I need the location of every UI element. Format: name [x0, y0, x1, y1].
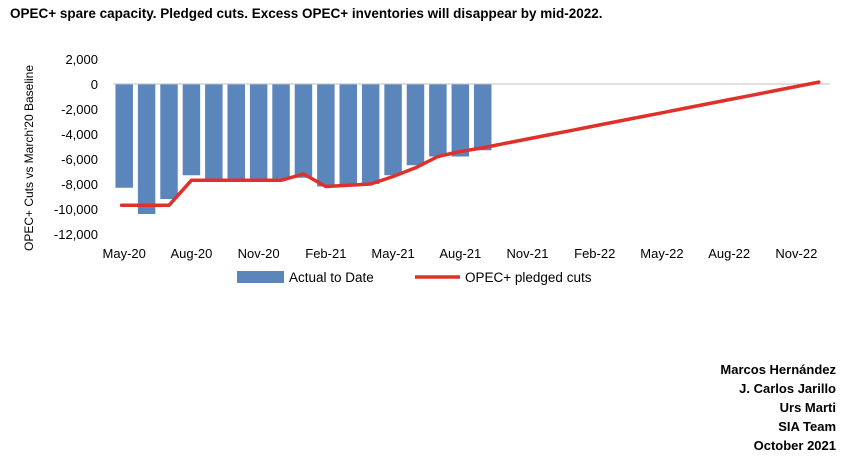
y-axis-label: OPEC+ Cuts vs March'20 Baseline — [22, 65, 36, 251]
y-tick-label: -8,000 — [61, 177, 98, 192]
chart: OPEC+ Cuts vs March'20 Baseline 2,000 0 -2… — [22, 52, 830, 285]
bar-actual — [451, 84, 470, 157]
chart-title: OPEC+ spare capacity. Pledged cuts. Exce… — [10, 6, 603, 21]
x-tick-label: May-20 — [103, 246, 146, 261]
bar-actual — [429, 84, 447, 157]
credit-line: SIA Team — [778, 419, 836, 434]
bar-actual — [317, 84, 335, 187]
legend-label-actual: Actual to Date — [289, 270, 374, 285]
y-tick-label: 2,000 — [65, 52, 98, 67]
line-pledged-cuts — [119, 80, 821, 208]
bar-actual — [294, 84, 313, 178]
bar-actual — [384, 84, 402, 176]
bar-actual — [205, 84, 223, 179]
legend-label-pledged: OPEC+ pledged cuts — [465, 270, 592, 285]
bar-actual — [272, 84, 290, 179]
bar-actual — [182, 84, 201, 176]
credit-line: Marcos Hernández — [720, 362, 836, 377]
credit-line: J. Carlos Jarillo — [739, 381, 836, 396]
bar-actual — [115, 84, 133, 188]
x-tick-label: Nov-21 — [507, 246, 549, 261]
y-tick-label: -4,000 — [61, 127, 98, 142]
x-tick-label: May-22 — [640, 246, 683, 261]
x-tick-label: Nov-20 — [238, 246, 280, 261]
x-tick-label: Aug-21 — [439, 246, 481, 261]
x-tick-label: Aug-22 — [708, 246, 750, 261]
credits-block: Marcos Hernández J. Carlos Jarillo Urs M… — [720, 360, 836, 455]
credit-line: Urs Marti — [779, 400, 836, 415]
y-tick-label: -10,000 — [54, 202, 98, 217]
bar-actual — [406, 84, 425, 166]
bar-actual — [361, 84, 380, 184]
x-tick-label: Feb-22 — [574, 246, 615, 261]
y-tick-label: -12,000 — [54, 227, 98, 242]
bar-actual — [160, 84, 178, 199]
x-tick-label: Feb-21 — [305, 246, 346, 261]
y-tick-label: 0 — [91, 77, 98, 92]
bar-actual — [473, 84, 492, 151]
credit-line: October 2021 — [753, 438, 836, 453]
x-tick-label: May-21 — [371, 246, 414, 261]
bar-actual — [249, 84, 268, 179]
bar-actual — [227, 84, 245, 179]
x-tick-label: Nov-22 — [775, 246, 817, 261]
y-tick-label: -2,000 — [61, 102, 98, 117]
bar-actual — [339, 84, 358, 184]
bar-actual — [137, 84, 156, 214]
y-tick-label: -6,000 — [61, 152, 98, 167]
legend-swatch-actual — [237, 271, 284, 283]
x-tick-label: Aug-20 — [170, 246, 212, 261]
